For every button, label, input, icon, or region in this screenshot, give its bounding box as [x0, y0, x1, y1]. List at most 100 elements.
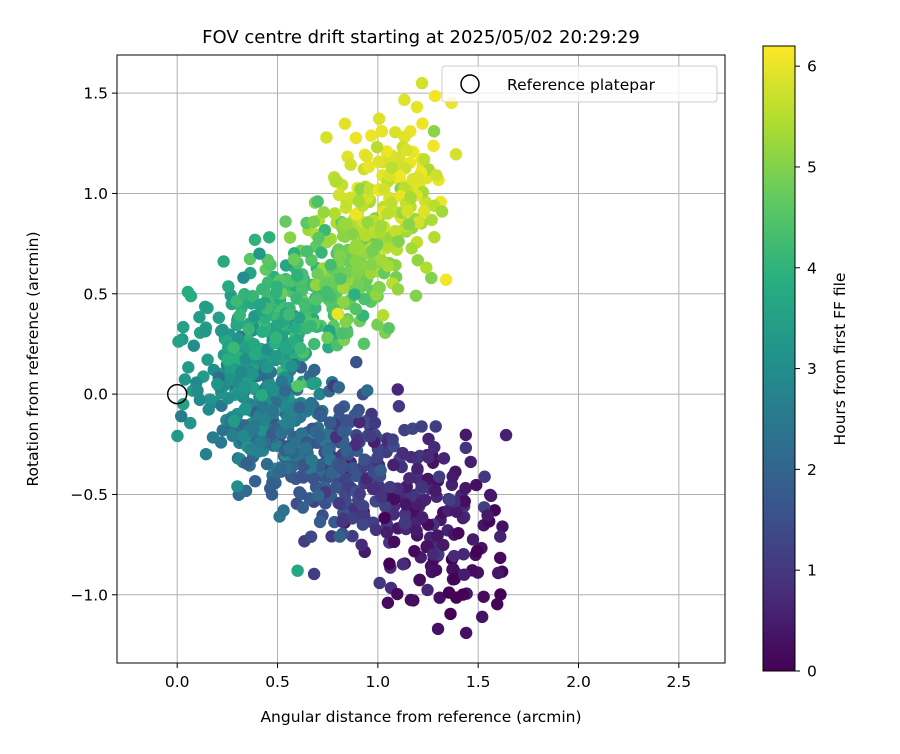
data-point [374, 464, 387, 477]
data-point [408, 544, 421, 558]
data-point [294, 470, 307, 483]
data-point [372, 112, 386, 125]
y-tick-label: 1.5 [83, 85, 108, 103]
data-point [491, 597, 504, 611]
data-point [338, 117, 352, 130]
data-point [415, 480, 429, 493]
data-point [243, 252, 257, 266]
data-point [285, 359, 298, 373]
data-point [211, 377, 224, 391]
data-point [246, 367, 259, 381]
data-point [349, 131, 363, 145]
data-point [296, 501, 310, 514]
data-point [410, 524, 423, 538]
data-point [346, 512, 359, 525]
data-point [270, 280, 284, 293]
data-point [427, 548, 440, 561]
data-point [417, 205, 431, 218]
data-point [446, 470, 459, 483]
data-point [380, 526, 393, 539]
data-point [386, 433, 399, 446]
data-point [402, 217, 415, 231]
x-tick-label: 1.5 [466, 673, 491, 691]
data-point [416, 117, 429, 130]
data-point [355, 538, 368, 551]
data-point [415, 76, 429, 90]
data-point [404, 190, 417, 204]
data-point [499, 428, 513, 442]
data-point [312, 489, 325, 502]
data-point [260, 457, 274, 471]
data-point [310, 293, 323, 306]
data-point [433, 591, 446, 604]
data-point [428, 230, 441, 244]
x-axis-ticks: 0.0 0.5 1.0 1.5 2.0 2.5 [165, 663, 691, 691]
data-point [266, 427, 279, 441]
data-point [305, 396, 318, 410]
data-point [184, 416, 197, 430]
data-point [270, 319, 283, 332]
data-point [256, 401, 270, 414]
data-point [313, 429, 326, 443]
data-point [330, 480, 343, 493]
data-point [295, 427, 308, 440]
data-point [370, 140, 384, 154]
data-point [283, 231, 297, 244]
data-point [309, 278, 323, 292]
data-point [198, 300, 212, 314]
data-point [437, 538, 450, 552]
data-point [202, 403, 215, 416]
data-point [439, 273, 453, 286]
data-point [447, 549, 461, 563]
data-point [349, 255, 362, 268]
y-tick-label: −0.5 [70, 486, 108, 504]
x-tick-label: 0.5 [265, 673, 290, 691]
data-point [248, 347, 262, 361]
data-point [427, 139, 440, 153]
data-point [359, 229, 373, 242]
data-point [334, 272, 347, 285]
y-tick-label: −1.0 [70, 586, 108, 604]
data-point [275, 426, 288, 440]
data-point [447, 562, 460, 576]
data-point [307, 472, 321, 486]
data-point [464, 455, 477, 469]
data-point [293, 401, 306, 414]
data-point [399, 498, 412, 511]
data-point [476, 610, 489, 624]
data-point [335, 459, 349, 473]
data-point [349, 208, 363, 221]
data-point [494, 530, 507, 543]
data-point [279, 215, 292, 228]
data-point [346, 461, 359, 475]
data-point [361, 216, 374, 229]
data-point [333, 403, 346, 416]
y-axis-ticks: −1.0 −0.5 0.0 0.5 1.0 1.5 [70, 85, 117, 604]
data-point [387, 535, 401, 549]
y-tick-label: 0.5 [83, 285, 108, 303]
data-point [284, 416, 297, 429]
data-point [300, 245, 314, 258]
data-point [193, 310, 206, 324]
data-point [385, 196, 398, 209]
data-point [484, 489, 498, 503]
data-point [236, 429, 250, 443]
scatter-points [171, 76, 513, 640]
data-point [459, 441, 473, 455]
data-point [335, 327, 349, 340]
data-point [199, 325, 212, 338]
data-point [254, 436, 267, 449]
data-point [387, 458, 400, 472]
data-point [231, 332, 245, 345]
data-point [294, 487, 308, 501]
data-point [339, 315, 352, 329]
data-point [494, 588, 507, 601]
data-point [277, 504, 290, 517]
data-point [425, 271, 438, 285]
data-point [437, 452, 451, 465]
colorbar-tick-label: 2 [807, 461, 817, 479]
data-point [358, 292, 371, 306]
data-point [357, 337, 371, 350]
data-point [256, 283, 269, 296]
